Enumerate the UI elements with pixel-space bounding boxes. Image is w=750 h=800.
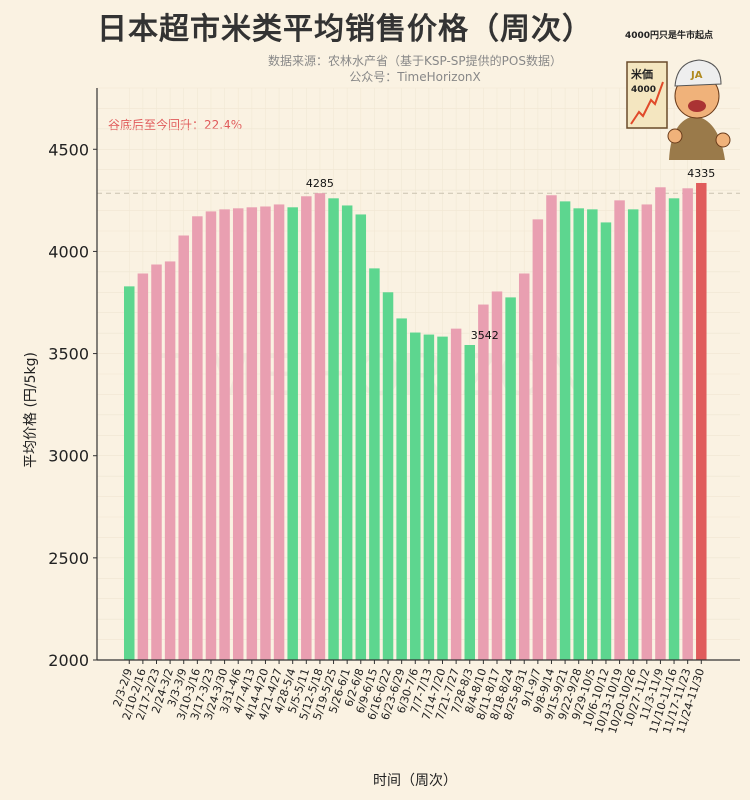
bar-9/29-10/5 (587, 209, 598, 661)
bar-8/18-8/24 (505, 297, 516, 660)
bar-7/21-7/27 (450, 328, 462, 660)
cap-text: JA (690, 70, 703, 81)
sign-text: 米価 (630, 67, 653, 81)
bar-7/28-8/3 (464, 344, 475, 660)
y-tick-label: 3500 (48, 345, 89, 364)
bar-10/27-11/2 (641, 204, 653, 660)
bar-6/2-6/8 (355, 214, 367, 660)
bar-5/19-5/25 (328, 198, 339, 661)
bar-4/14-4/20 (260, 206, 271, 660)
data-label: 4335 (687, 167, 715, 180)
data-label: 3542 (471, 329, 499, 342)
bar-7/7-7/13 (423, 334, 435, 660)
bar-6/9-6/15 (369, 268, 380, 660)
bar-10/20-10/26 (627, 209, 639, 661)
bar-4/28-5/4 (287, 207, 298, 660)
bar-6/30-7/6 (410, 332, 421, 660)
illustration-caption: 4000円只是牛市起点 (625, 31, 714, 41)
data-label: 4285 (306, 177, 334, 190)
bar-10/13-10/19 (614, 200, 625, 660)
bar-11/24-11/30 (696, 182, 707, 660)
bar-5/12-5/18 (314, 193, 326, 660)
bar-2/17-2/23 (151, 264, 162, 660)
bar-8/11-8/17 (491, 291, 503, 660)
bar-11/3-11/9 (655, 187, 666, 661)
chart-subtitle-account: 公众号：TimeHorizonX (349, 70, 481, 84)
bar-3/17-3/23 (205, 211, 217, 661)
rebound-annotation: 谷底后至今回升：22.4% (108, 118, 243, 132)
bar-10/6-10/12 (600, 222, 612, 661)
y-tick-label: 4000 (48, 242, 89, 261)
bar-8/4-8/10 (478, 304, 489, 660)
y-tick-label: 4500 (48, 140, 89, 159)
bar-5/5-5/11 (301, 196, 312, 660)
chart-title: 日本超市米类平均销售价格（周次） (97, 12, 593, 47)
y-tick-label: 2000 (48, 651, 89, 670)
bar-3/10-3/16 (192, 216, 203, 660)
bar-3/24-3/30 (219, 209, 230, 661)
bar-9/1-9/7 (532, 219, 544, 660)
chart-subtitle-source: 数据来源：农林水产省（基于KSP-SP提供的POS数据） (268, 54, 562, 68)
y-tick-label: 3000 (48, 447, 89, 466)
bar-4/7-4/13 (246, 207, 258, 660)
bar-11/17-11/23 (682, 188, 693, 660)
bar-2/10-2/16 (137, 273, 149, 660)
bar-11/10-11/16 (668, 198, 680, 661)
bar-2/24-3/2 (164, 261, 176, 660)
y-tick-label: 2500 (48, 549, 89, 568)
bar-6/23-6/29 (396, 318, 407, 660)
bar-9/22-9/28 (573, 208, 584, 660)
bar-9/8-9/14 (546, 195, 557, 660)
bar-3/3-3/9 (178, 235, 189, 660)
x-axis-label: 时间（周次） (373, 773, 457, 789)
bar-2/3-2/9 (124, 286, 135, 660)
bar-8/25-8/31 (518, 273, 530, 660)
bar-4/21-4/27 (273, 204, 285, 660)
bar-3/31-4/6 (232, 208, 244, 660)
bar-6/16-6/22 (382, 292, 394, 660)
farmer-illustration: 米価 4000 JA (626, 59, 731, 160)
bar-9/15-9/21 (559, 201, 571, 660)
bar-5/26-6/1 (341, 205, 353, 660)
sign-number: 4000 (631, 85, 656, 95)
bar-7/14-7/20 (437, 336, 448, 660)
